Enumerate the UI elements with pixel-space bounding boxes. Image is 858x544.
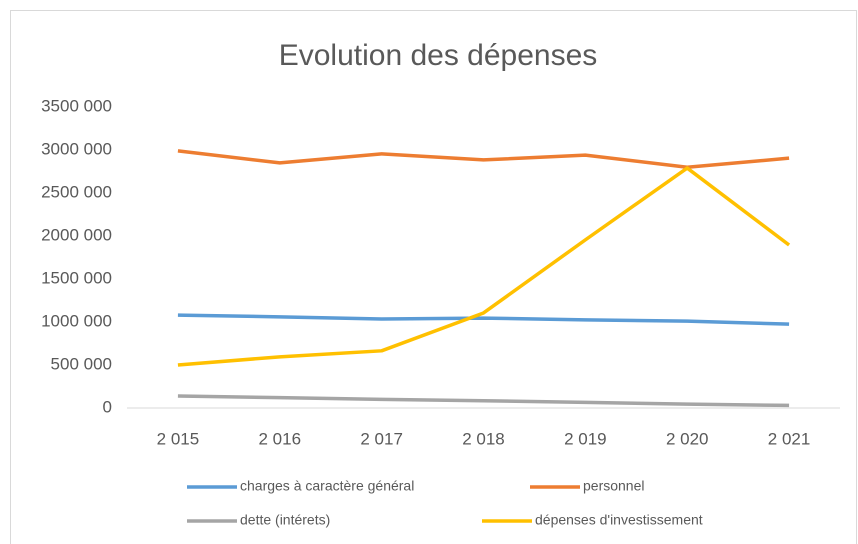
x-tick-label: 2 020 (666, 429, 709, 448)
y-tick-label: 500 000 (51, 354, 112, 373)
x-tick-label: 2 019 (564, 429, 607, 448)
x-tick-label: 2 021 (768, 429, 811, 448)
y-tick-label: 2000 000 (41, 225, 112, 244)
series-line (177, 394, 790, 408)
x-tick-label: 2 017 (360, 429, 403, 448)
y-tick-label: 1000 000 (41, 311, 112, 330)
legend-label: charges à caractère général (240, 478, 414, 494)
series-line (177, 166, 791, 367)
chart-title: Evolution des dépenses (279, 39, 598, 72)
x-tick-label: 2 018 (462, 429, 505, 448)
y-tick-label: 2500 000 (41, 182, 112, 201)
legend-label: personnel (583, 478, 645, 494)
y-tick-label: 0 (103, 397, 112, 416)
legend-label: dépenses d'investissement (535, 512, 703, 528)
y-tick-label: 3500 000 (41, 96, 112, 115)
x-tick-label: 2 015 (157, 429, 200, 448)
series-line (177, 313, 790, 326)
x-tick-label: 2 016 (259, 429, 302, 448)
y-tick-label: 3000 000 (41, 139, 112, 158)
legend-label: dette (intérets) (240, 512, 330, 528)
y-tick-label: 1500 000 (41, 268, 112, 287)
chart-border (10, 10, 857, 544)
